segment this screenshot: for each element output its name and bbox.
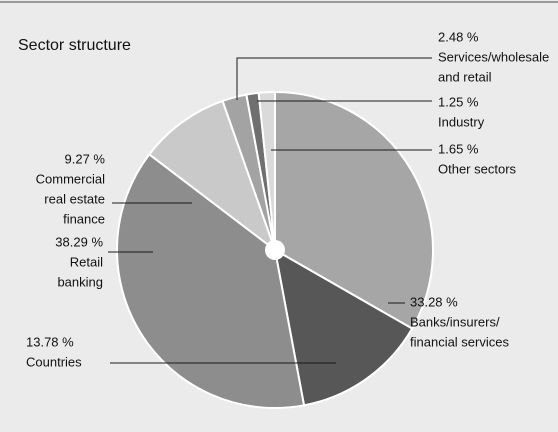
category-label: financial services	[410, 334, 509, 349]
value-label: 38.29 %	[55, 234, 103, 249]
category-label: and retail	[438, 69, 492, 84]
pie-slice	[116, 152, 306, 409]
category-label: banking	[57, 274, 103, 289]
category-label: Industry	[438, 114, 485, 129]
category-label: real estate	[44, 191, 105, 206]
value-label: 1.65 %	[438, 141, 479, 156]
value-label: 9.27 %	[65, 151, 106, 166]
category-label: Other sectors	[438, 161, 517, 176]
value-label: 1.25 %	[438, 94, 479, 109]
category-label: Commercial	[36, 171, 105, 186]
chart-title: Sector structure	[18, 37, 131, 54]
category-label: Banks/insurers/	[410, 314, 500, 329]
category-label: finance	[63, 211, 105, 226]
leader-line	[236, 57, 432, 100]
pie-slice	[257, 90, 276, 251]
pie-center	[265, 240, 285, 260]
category-label: Retail	[70, 254, 103, 269]
category-label: Countries	[26, 354, 82, 369]
pie-slice	[273, 248, 414, 407]
value-label: 13.78 %	[26, 334, 74, 349]
pie-slice	[147, 99, 278, 253]
category-label: Services/wholesale	[438, 49, 549, 64]
pie-slice	[274, 90, 434, 330]
value-label: 33.28 %	[410, 294, 458, 309]
value-label: 2.48 %	[438, 29, 479, 44]
